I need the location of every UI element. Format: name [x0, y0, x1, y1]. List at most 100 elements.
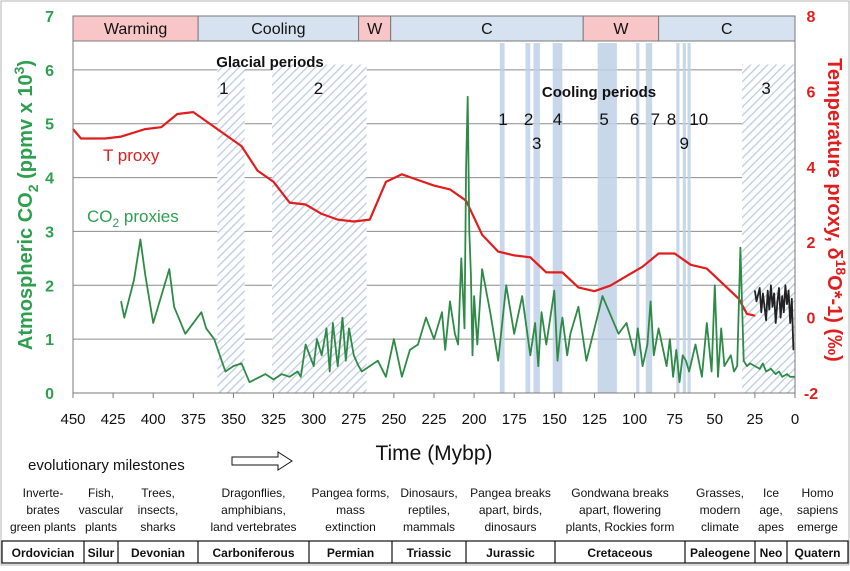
milestones-label: evolutionary milestones — [28, 457, 185, 474]
data-point-2-4 — [139, 238, 141, 241]
data-point-2-118 — [775, 373, 777, 375]
data-point-1-10 — [240, 145, 243, 147]
t-proxy-annotation: T proxy — [103, 146, 160, 165]
y-right-axis-title: Temperature proxy, δ18O*-1) (‰) — [823, 58, 849, 362]
data-point-2-59 — [476, 343, 478, 346]
cooling-band-6 — [636, 43, 640, 393]
data-point-1-34 — [625, 275, 628, 277]
data-point-1-14 — [305, 203, 307, 206]
milestone-cell-2-line-2: vascular — [79, 503, 124, 517]
y-left-tick-7: 7 — [45, 9, 54, 26]
x-tick-label-325: 325 — [261, 411, 286, 428]
milestone-cell-8-line-3: plants, Rockies form — [566, 520, 675, 534]
data-point-2-1 — [120, 300, 122, 303]
period-label-4: Carboniferous — [212, 546, 294, 560]
x-tick-label-225: 225 — [421, 411, 446, 428]
x-tick-label-75: 75 — [666, 411, 683, 428]
data-point-1-43 — [754, 315, 756, 317]
data-point-1-28 — [529, 256, 531, 258]
data-point-2-71 — [553, 290, 555, 292]
y-right-tick-2: 2 — [807, 235, 816, 252]
data-point-1-7 — [176, 113, 178, 115]
milestone-cell-9-line-3: climate — [701, 520, 739, 534]
data-point-2-115 — [762, 362, 764, 364]
data-point-2-61 — [489, 311, 491, 313]
data-point-2-101 — [714, 284, 716, 286]
data-point-1-18 — [369, 218, 371, 221]
cooling-label-8: 8 — [667, 110, 676, 129]
y-left-tick-0: 0 — [45, 386, 54, 403]
data-point-2-53 — [465, 166, 467, 168]
data-point-1-42 — [746, 313, 748, 315]
glacial-label-2: 2 — [314, 79, 323, 98]
x-tick-label-400: 400 — [141, 411, 166, 428]
data-point-2-81 — [625, 322, 628, 324]
data-point-2-50 — [457, 343, 459, 346]
data-point-1-13 — [289, 202, 291, 204]
data-point-2-70 — [545, 343, 547, 346]
data-point-1-11 — [256, 169, 259, 172]
data-point-3-14 — [776, 300, 778, 303]
cooling-band-2 — [525, 43, 531, 393]
data-point-3-24 — [792, 349, 794, 351]
data-point-1-23 — [449, 188, 451, 191]
glacial-periods-title: Glacial periods — [216, 54, 324, 71]
climate-band-4 — [390, 15, 584, 42]
period-label-8: Cretaceous — [587, 546, 653, 560]
x-tick-label-0: 0 — [791, 411, 799, 428]
data-point-3-6 — [763, 306, 766, 308]
data-point-2-51 — [460, 257, 462, 259]
data-point-3-17 — [781, 295, 783, 297]
data-point-2-6 — [152, 322, 154, 324]
series-line-recent-co2 — [754, 284, 795, 350]
milestone-cell-3-line-1: Trees, — [141, 486, 175, 500]
y-right-tick--2: -2 — [804, 386, 818, 403]
x-tick-label-50: 50 — [706, 411, 723, 428]
cooling-band-4 — [552, 43, 563, 393]
y-right-tick-6: 6 — [807, 84, 816, 101]
period-label-2: Silur — [88, 546, 115, 560]
period-label-3: Devonian — [131, 546, 185, 560]
cooling-band-8 — [676, 43, 680, 393]
climate-band-label-1: Warming — [104, 21, 167, 38]
data-point-2-121 — [786, 373, 788, 375]
data-point-2-96 — [688, 370, 690, 373]
milestone-cell-11-line-3: emerge — [797, 520, 838, 534]
data-point-3-5 — [762, 292, 764, 294]
milestone-cell-6-line-2: reptiles, — [408, 503, 450, 517]
data-point-1-37 — [674, 252, 676, 255]
data-point-3-13 — [775, 322, 777, 324]
data-point-2-48 — [449, 300, 451, 303]
data-point-2-64 — [513, 333, 515, 335]
milestone-cell-10-line-3: apes — [758, 520, 784, 534]
data-point-1-29 — [545, 271, 547, 273]
data-point-2-20 — [289, 376, 291, 378]
data-point-3-18 — [783, 311, 785, 313]
data-point-3-15 — [778, 287, 780, 289]
data-point-2-40 — [393, 338, 395, 340]
data-point-3-10 — [770, 284, 772, 286]
data-point-2-69 — [540, 311, 543, 313]
data-point-1-21 — [417, 179, 419, 181]
data-point-2-104 — [723, 365, 726, 367]
data-point-2-78 — [585, 360, 588, 362]
cooling-band-9 — [682, 43, 686, 393]
data-point-1-26 — [497, 251, 499, 253]
period-label-9: Paleogene — [690, 546, 750, 560]
data-point-1-6 — [160, 126, 162, 128]
data-point-2-17 — [264, 373, 267, 375]
data-point-2-52 — [463, 327, 466, 329]
cooling-label-1: 1 — [498, 110, 507, 129]
data-point-2-14 — [232, 365, 235, 367]
data-point-1-3 — [104, 137, 106, 140]
data-point-2-2 — [123, 317, 125, 319]
data-point-2-5 — [144, 273, 146, 276]
data-point-2-95 — [685, 360, 687, 362]
milestone-cell-8-line-2: apart, flowering — [579, 503, 661, 517]
milestone-cell-9-line-2: modern — [700, 503, 741, 517]
data-point-2-33 — [348, 327, 350, 329]
data-point-1-35 — [641, 266, 644, 268]
data-point-2-65 — [521, 295, 523, 297]
data-point-3-4 — [760, 311, 762, 313]
data-point-2-68 — [537, 365, 539, 367]
